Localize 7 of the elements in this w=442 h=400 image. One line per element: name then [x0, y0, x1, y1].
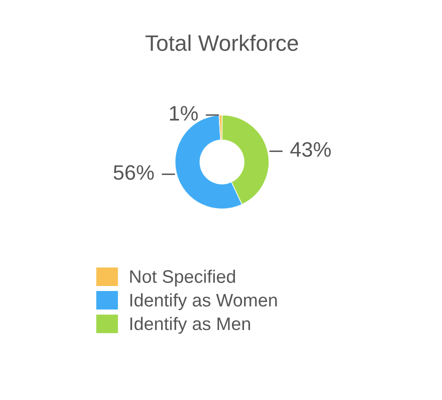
legend-label: Identify as Women — [130, 293, 277, 310]
chart-title: Total Workforce — [146, 34, 298, 51]
data-label: 43% — [290, 142, 331, 157]
legend-label: Not Specified — [130, 270, 235, 287]
data-label: 56% — [114, 165, 154, 180]
data-label: 1% — [170, 106, 198, 121]
legend-label: Identify as Men — [130, 316, 250, 334]
